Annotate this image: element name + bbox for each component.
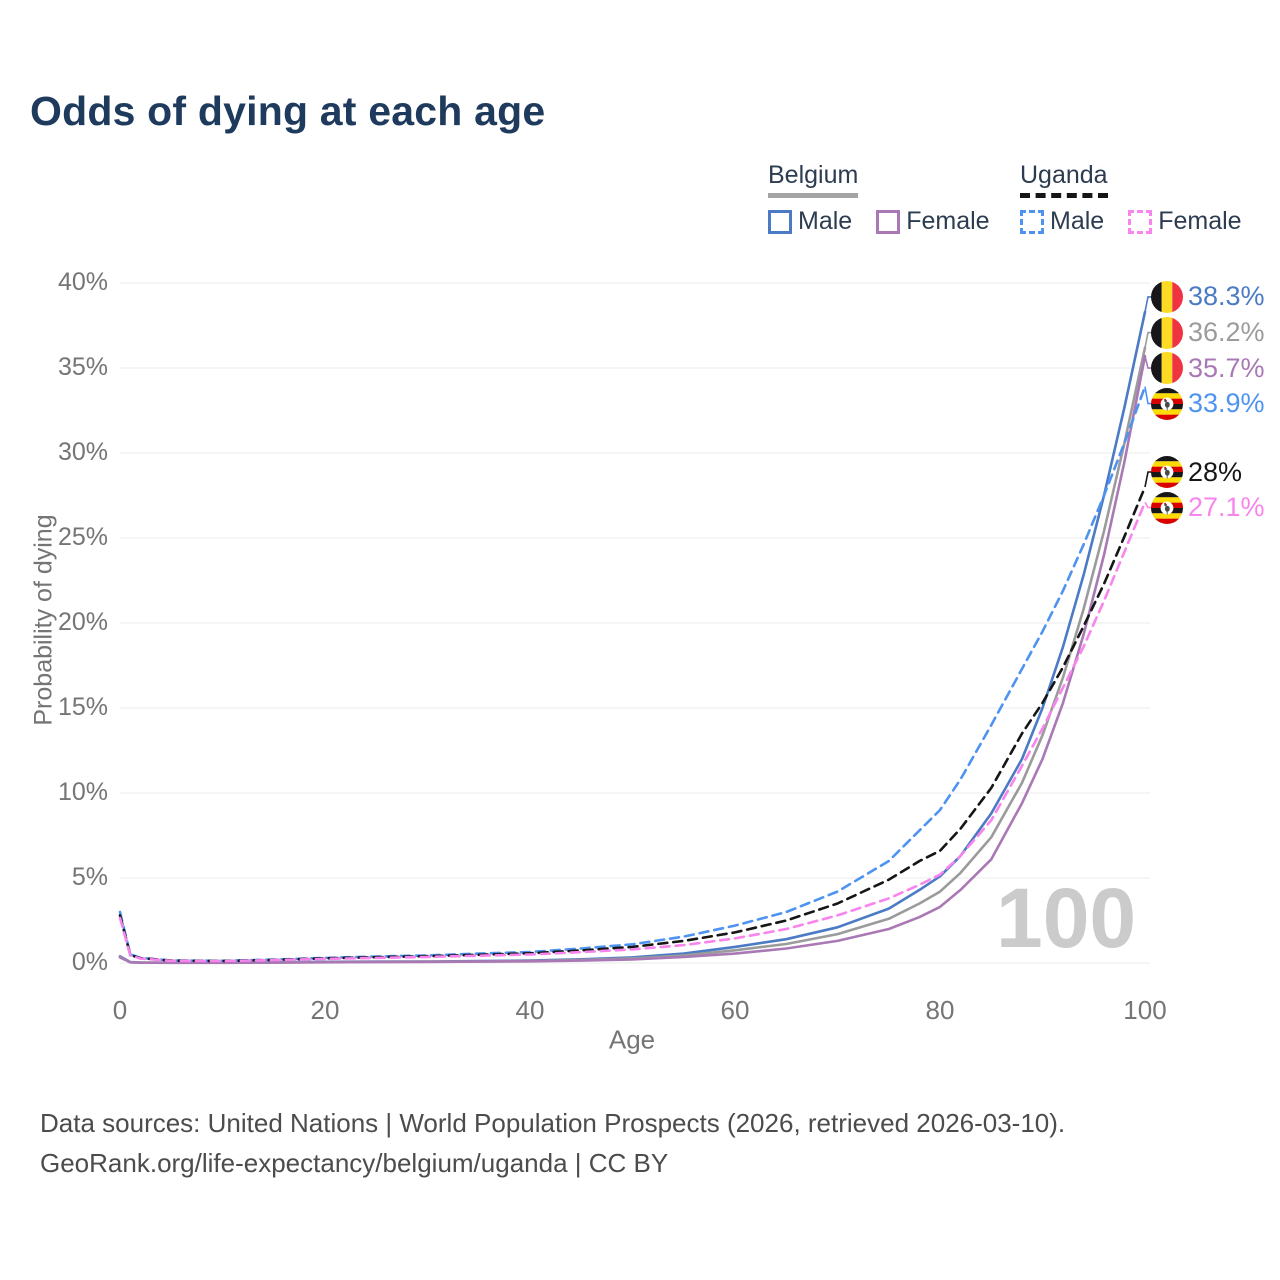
age-counter-watermark: 100: [996, 871, 1137, 965]
series-line-uganda-female: [118, 501, 1147, 963]
end-label-value: 28%: [1188, 456, 1243, 487]
end-label-row-uganda-female: 27.1%: [1151, 491, 1265, 525]
series-line-uganda-male: [118, 385, 1147, 963]
y-tick-label: 25%: [57, 523, 108, 551]
legend-country-belgium[interactable]: Belgium: [768, 161, 859, 198]
x-tick-label: 20: [310, 995, 340, 1025]
footer-attribution-line: GeoRank.org/life-expectancy/belgium/ugan…: [40, 1148, 669, 1178]
end-label-value: 35.7%: [1188, 352, 1265, 383]
series-line-belgium-female: [118, 354, 1147, 965]
legend-label: Male: [798, 207, 853, 235]
y-tick-label: 0%: [71, 948, 108, 976]
series-line-belgium-male: [118, 310, 1147, 964]
belgium-male-swatch-icon: [768, 209, 792, 234]
uganda-flag-icon: [1151, 387, 1183, 420]
legend-item-belgium-female[interactable]: Female: [876, 207, 990, 236]
end-label-connector: [1144, 501, 1152, 509]
end-label-row-belgium-both: 36.2%: [1151, 316, 1265, 350]
uganda-flag-icon: [1151, 491, 1183, 524]
end-label-connector: [1144, 471, 1152, 488]
end-label-row-uganda-male: 33.9%: [1151, 387, 1265, 421]
uganda-flag-icon: [1151, 456, 1183, 488]
line-chart: [118, 282, 1152, 965]
y-tick-label: 10%: [57, 778, 108, 806]
end-label-value: 27.1%: [1188, 492, 1265, 522]
end-label-connector: [1144, 386, 1152, 405]
y-tick-label: 40%: [57, 268, 108, 296]
end-label-row-belgium-male: 38.3%: [1151, 280, 1265, 314]
end-label-connector: [1144, 355, 1152, 369]
y-tick-label: 20%: [57, 608, 108, 636]
legend-item-uganda-male[interactable]: Male: [1020, 207, 1104, 236]
x-tick-label: 80: [925, 995, 955, 1025]
page-title: Odds of dying at each age: [30, 88, 546, 134]
belgium-female-swatch-icon: [876, 209, 901, 234]
legend-label: Male: [1050, 207, 1105, 235]
belgium-flag-icon: [1151, 280, 1183, 313]
belgium-flag-icon: [1151, 352, 1183, 385]
x-axis-title: Age: [608, 1024, 656, 1055]
end-label-connector: [1144, 296, 1152, 313]
x-tick-label: 0: [112, 995, 128, 1025]
uganda-female-swatch-icon: [1128, 209, 1153, 234]
x-tick-label: 40: [515, 995, 545, 1025]
legend-group-belgium: Belgium Male Female: [768, 161, 990, 236]
y-tick-label: 5%: [71, 863, 108, 891]
end-label-value: 33.9%: [1188, 388, 1265, 419]
legend-country-uganda[interactable]: Uganda: [1020, 161, 1108, 198]
legend-item-belgium-male[interactable]: Male: [768, 207, 852, 236]
y-tick-label: 35%: [57, 353, 108, 381]
legend-group-uganda: Uganda Male Female: [1020, 161, 1242, 236]
x-tick-label: 100: [1123, 995, 1167, 1025]
x-tick-label: 60: [720, 995, 750, 1025]
legend-label: Female: [906, 207, 990, 235]
series-line-belgium-both: [118, 346, 1147, 964]
belgium-flag-icon: [1151, 316, 1183, 349]
end-label-value: 36.2%: [1188, 317, 1265, 348]
footer-source-line: Data sources: United Nations | World Pop…: [40, 1108, 1066, 1138]
end-label-value: 38.3%: [1188, 281, 1265, 312]
uganda-male-swatch-icon: [1020, 209, 1044, 234]
y-tick-label: 15%: [57, 693, 108, 721]
end-label-row-belgium-female: 35.7%: [1151, 351, 1265, 385]
legend-item-uganda-female[interactable]: Female: [1128, 207, 1242, 236]
legend-label: Female: [1158, 207, 1242, 235]
y-tick-label: 30%: [57, 438, 108, 466]
end-label-row-uganda-both: 28%: [1151, 455, 1242, 489]
end-label-connector: [1144, 331, 1152, 348]
